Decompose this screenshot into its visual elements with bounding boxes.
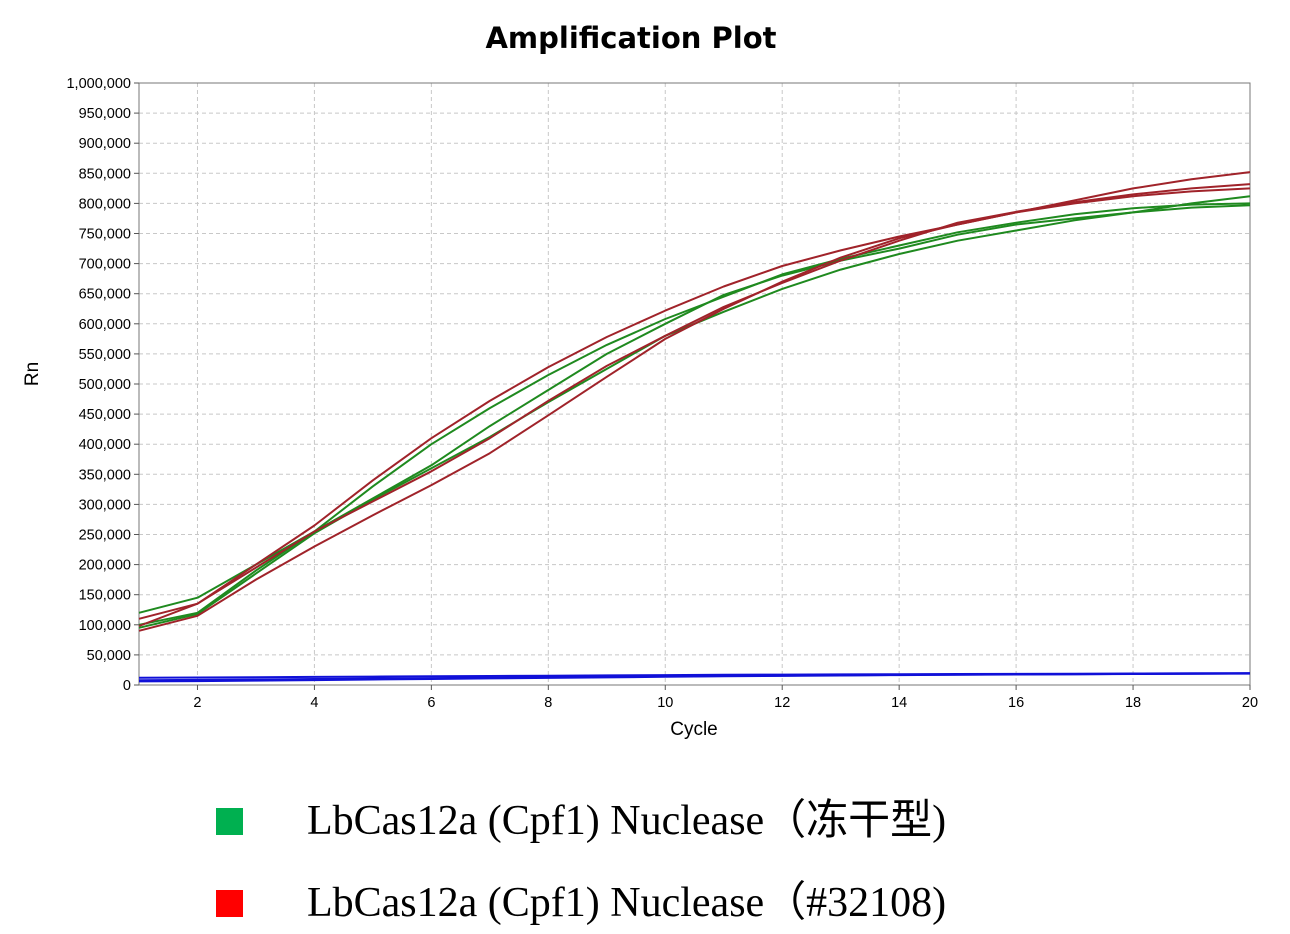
y-tick-label: 850,000 bbox=[79, 166, 131, 182]
y-tick-label: 800,000 bbox=[79, 196, 131, 212]
y-tick-label: 950,000 bbox=[79, 106, 131, 122]
y-tick-label: 200,000 bbox=[79, 558, 131, 574]
series-lines bbox=[138, 171, 1251, 683]
chart-title: Amplification Plot bbox=[485, 21, 776, 55]
series-line-32108 bbox=[138, 183, 1251, 627]
x-tick-label: 16 bbox=[1008, 695, 1024, 711]
y-tick-label: 250,000 bbox=[79, 528, 131, 544]
legend-swatch-green bbox=[216, 808, 243, 835]
series-line-32108 bbox=[138, 187, 1251, 632]
legend-label-lyophilized: LbCas12a (Cpf1) Nuclease（冻干型) bbox=[307, 798, 947, 844]
y-tick-label: 500,000 bbox=[79, 377, 131, 393]
x-tick-label: 18 bbox=[1125, 695, 1141, 711]
y-tick-label: 300,000 bbox=[79, 497, 131, 513]
y-tick-label: 450,000 bbox=[79, 407, 131, 423]
x-tick-label: 12 bbox=[774, 695, 790, 711]
y-tick-label: 400,000 bbox=[79, 437, 131, 453]
legend-swatch-red bbox=[216, 890, 243, 917]
x-tick-label: 6 bbox=[427, 695, 435, 711]
y-tick-label: 350,000 bbox=[79, 467, 131, 483]
y-tick-label: 700,000 bbox=[79, 257, 131, 273]
y-tick-label: 650,000 bbox=[79, 287, 131, 303]
series-line-32108 bbox=[138, 171, 1251, 620]
y-tick-label: 50,000 bbox=[87, 648, 131, 664]
legend-label-32108: LbCas12a (Cpf1) Nuclease（#32108) bbox=[307, 880, 947, 926]
y-tick-label: 550,000 bbox=[79, 347, 131, 363]
y-tick-label: 1,000,000 bbox=[66, 76, 131, 92]
y-tick-label: 750,000 bbox=[79, 227, 131, 243]
series-line-lyophilized bbox=[138, 195, 1251, 629]
x-axis-label: Cycle bbox=[670, 719, 718, 740]
y-tick-label: 100,000 bbox=[79, 618, 131, 634]
y-tick-label: 600,000 bbox=[79, 317, 131, 333]
x-axis: 2 4 6 8 10 12 14 16 18 20 bbox=[193, 685, 1258, 711]
amplification-chart: Amplification Plot 0 50,000 100,000 150,000… bbox=[22, 21, 1258, 740]
x-tick-label: 2 bbox=[193, 695, 201, 711]
y-tick-label: 900,000 bbox=[79, 136, 131, 152]
series-line-lyophilized bbox=[138, 204, 1251, 626]
series-line-lyophilized bbox=[138, 202, 1251, 614]
x-tick-label: 10 bbox=[657, 695, 673, 711]
x-tick-label: 4 bbox=[310, 695, 318, 711]
y-axis-label: Rn bbox=[22, 362, 43, 386]
grid bbox=[139, 82, 1250, 685]
x-tick-label: 20 bbox=[1242, 695, 1258, 711]
y-axis: 0 50,000 100,000 150,000 200,000 250,000 300,0… bbox=[66, 76, 139, 694]
x-tick-label: 8 bbox=[544, 695, 552, 711]
y-tick-label: 150,000 bbox=[79, 588, 131, 604]
x-tick-label: 14 bbox=[891, 695, 907, 711]
series-line-ntc bbox=[138, 672, 1251, 683]
y-tick-label: 0 bbox=[123, 678, 131, 694]
